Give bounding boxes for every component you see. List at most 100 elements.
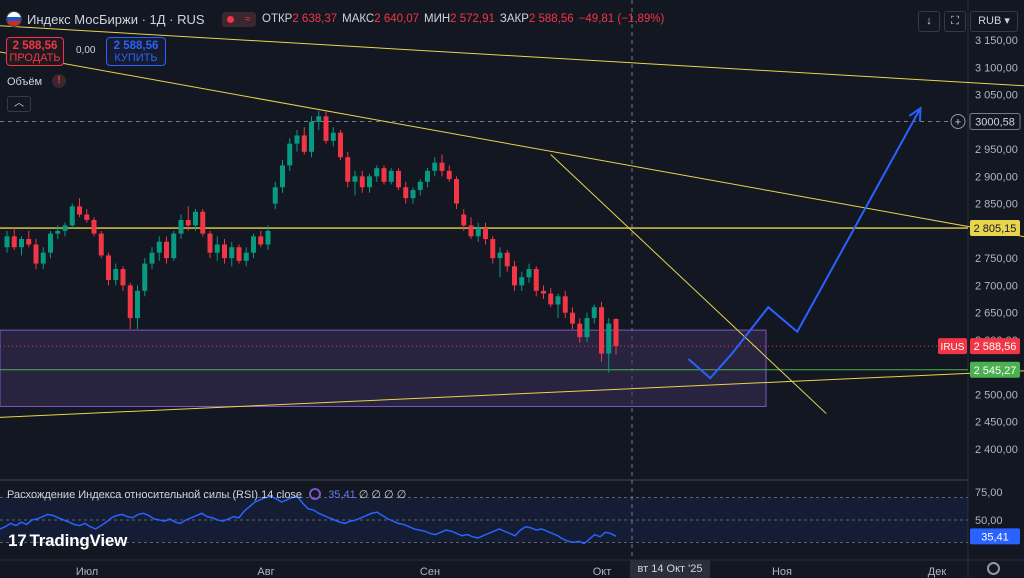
candle-body bbox=[40, 252, 46, 264]
candle-body bbox=[164, 241, 169, 259]
symbol-status-badges[interactable]: ≈ bbox=[222, 12, 256, 27]
candle-body bbox=[475, 228, 481, 237]
sell-button[interactable]: 2 588,56 ПРОДАТЬ bbox=[6, 37, 64, 66]
candle-body bbox=[113, 269, 119, 280]
candle-body bbox=[265, 230, 271, 245]
tradingview-logo-mark: 17 bbox=[8, 531, 27, 550]
trendline-middle-resistance bbox=[0, 51, 1024, 238]
price-label-bg bbox=[970, 361, 1020, 378]
candle-body bbox=[135, 290, 140, 319]
candle-body bbox=[62, 225, 68, 231]
candle-body bbox=[374, 168, 380, 177]
candle-body bbox=[417, 181, 423, 190]
price-label-text: 2 545,27 bbox=[974, 365, 1017, 377]
candle-body bbox=[606, 323, 612, 354]
crosshair-date-label: вт 14 Окт '25 bbox=[630, 560, 710, 578]
candle bbox=[446, 165, 452, 182]
candle-body bbox=[236, 247, 242, 261]
candle bbox=[541, 285, 546, 300]
candle bbox=[127, 282, 133, 330]
sell-price: 2 588,56 bbox=[12, 40, 58, 52]
trendline-short-resistance bbox=[550, 154, 827, 414]
candle-body bbox=[309, 121, 314, 152]
ohlc-readout: ОТКР2 638,37 МАКС2 640,07 МИН2 572,91 ЗАКР2… bbox=[262, 13, 669, 25]
gear-icon[interactable] bbox=[987, 562, 1000, 575]
candle-body bbox=[323, 116, 329, 141]
candle-body bbox=[359, 176, 365, 188]
currency-select[interactable]: RUB ▾ bbox=[970, 11, 1018, 32]
russia-flag-icon bbox=[6, 11, 22, 27]
candle-body bbox=[562, 296, 568, 313]
candle bbox=[338, 129, 343, 160]
candle-body bbox=[381, 168, 387, 182]
candle bbox=[156, 236, 162, 261]
candle-body bbox=[512, 266, 517, 286]
candle-body bbox=[200, 211, 206, 234]
candle bbox=[323, 110, 329, 144]
price-label-bg bbox=[969, 112, 1021, 130]
candle-body bbox=[171, 233, 177, 259]
candle-body bbox=[338, 132, 343, 158]
candle-body bbox=[48, 233, 53, 253]
candle bbox=[301, 127, 307, 155]
candle-body bbox=[461, 214, 467, 226]
tradingview-logo[interactable]: 17 TradingView bbox=[8, 531, 127, 551]
candle bbox=[272, 181, 278, 210]
candle-body bbox=[91, 219, 97, 234]
arrow-down-icon[interactable]: ↓ bbox=[918, 11, 940, 32]
symbol-title[interactable]: Индекс МосБиржи · 1Д · RUS bbox=[27, 12, 205, 27]
candle-body bbox=[287, 143, 293, 166]
candle bbox=[606, 318, 612, 373]
spread-value: 0,00 bbox=[76, 45, 96, 56]
candle bbox=[330, 127, 336, 147]
candle-body bbox=[142, 263, 148, 291]
price-label-bg bbox=[970, 338, 1020, 355]
candle-body bbox=[577, 323, 583, 338]
candle bbox=[62, 222, 68, 237]
candle-body bbox=[555, 296, 561, 305]
candle bbox=[258, 230, 264, 248]
price-tick-label: 2 500,00 bbox=[975, 389, 1018, 401]
price-tick-label: 2 650,00 bbox=[975, 308, 1018, 320]
candle-body bbox=[613, 319, 619, 347]
candle bbox=[439, 154, 445, 177]
price-label-text: 2 588,56 bbox=[974, 341, 1017, 353]
candle bbox=[236, 244, 242, 264]
candle bbox=[396, 168, 401, 190]
candle bbox=[613, 318, 619, 355]
candle-body bbox=[439, 162, 445, 171]
symbol-tag-text: IRUS bbox=[941, 342, 965, 353]
rsi-value-label-bg bbox=[970, 528, 1020, 545]
candle bbox=[48, 230, 53, 259]
candle bbox=[599, 301, 604, 362]
candle bbox=[98, 230, 104, 259]
candle bbox=[185, 206, 191, 231]
ohlc-label: МАКС bbox=[342, 13, 375, 25]
volume-label[interactable]: Объём bbox=[7, 76, 43, 88]
plus-icon: + bbox=[955, 116, 961, 128]
price-label-level-green: 2 545,27 bbox=[970, 361, 1020, 378]
fullscreen-icon[interactable]: ⛶ bbox=[944, 11, 966, 32]
candle bbox=[91, 217, 97, 237]
price-tick-label: 3 050,00 bbox=[975, 90, 1018, 102]
buy-button[interactable]: 2 588,56 КУПИТЬ bbox=[106, 37, 166, 66]
candle-body bbox=[33, 244, 39, 264]
rsi-settings-icon[interactable] bbox=[309, 488, 322, 500]
candle bbox=[171, 230, 177, 261]
candle bbox=[55, 225, 61, 240]
candle-body bbox=[533, 269, 539, 291]
candle-body bbox=[106, 255, 111, 280]
candle bbox=[359, 170, 365, 193]
ohlc-value: 2 640,07 bbox=[374, 13, 419, 25]
candle-body bbox=[403, 187, 409, 199]
volume-warning-icon[interactable]: ! bbox=[52, 74, 66, 88]
candle-body bbox=[483, 228, 488, 240]
candle-body bbox=[84, 214, 90, 220]
rsi-legend[interactable]: Расхождение Индекса относительной силы (… bbox=[7, 488, 406, 501]
candle-body bbox=[214, 244, 220, 253]
candle-body bbox=[584, 318, 590, 338]
chevron-up-icon[interactable]: ︿ bbox=[7, 96, 31, 112]
candle bbox=[570, 307, 575, 330]
candle bbox=[316, 110, 322, 130]
